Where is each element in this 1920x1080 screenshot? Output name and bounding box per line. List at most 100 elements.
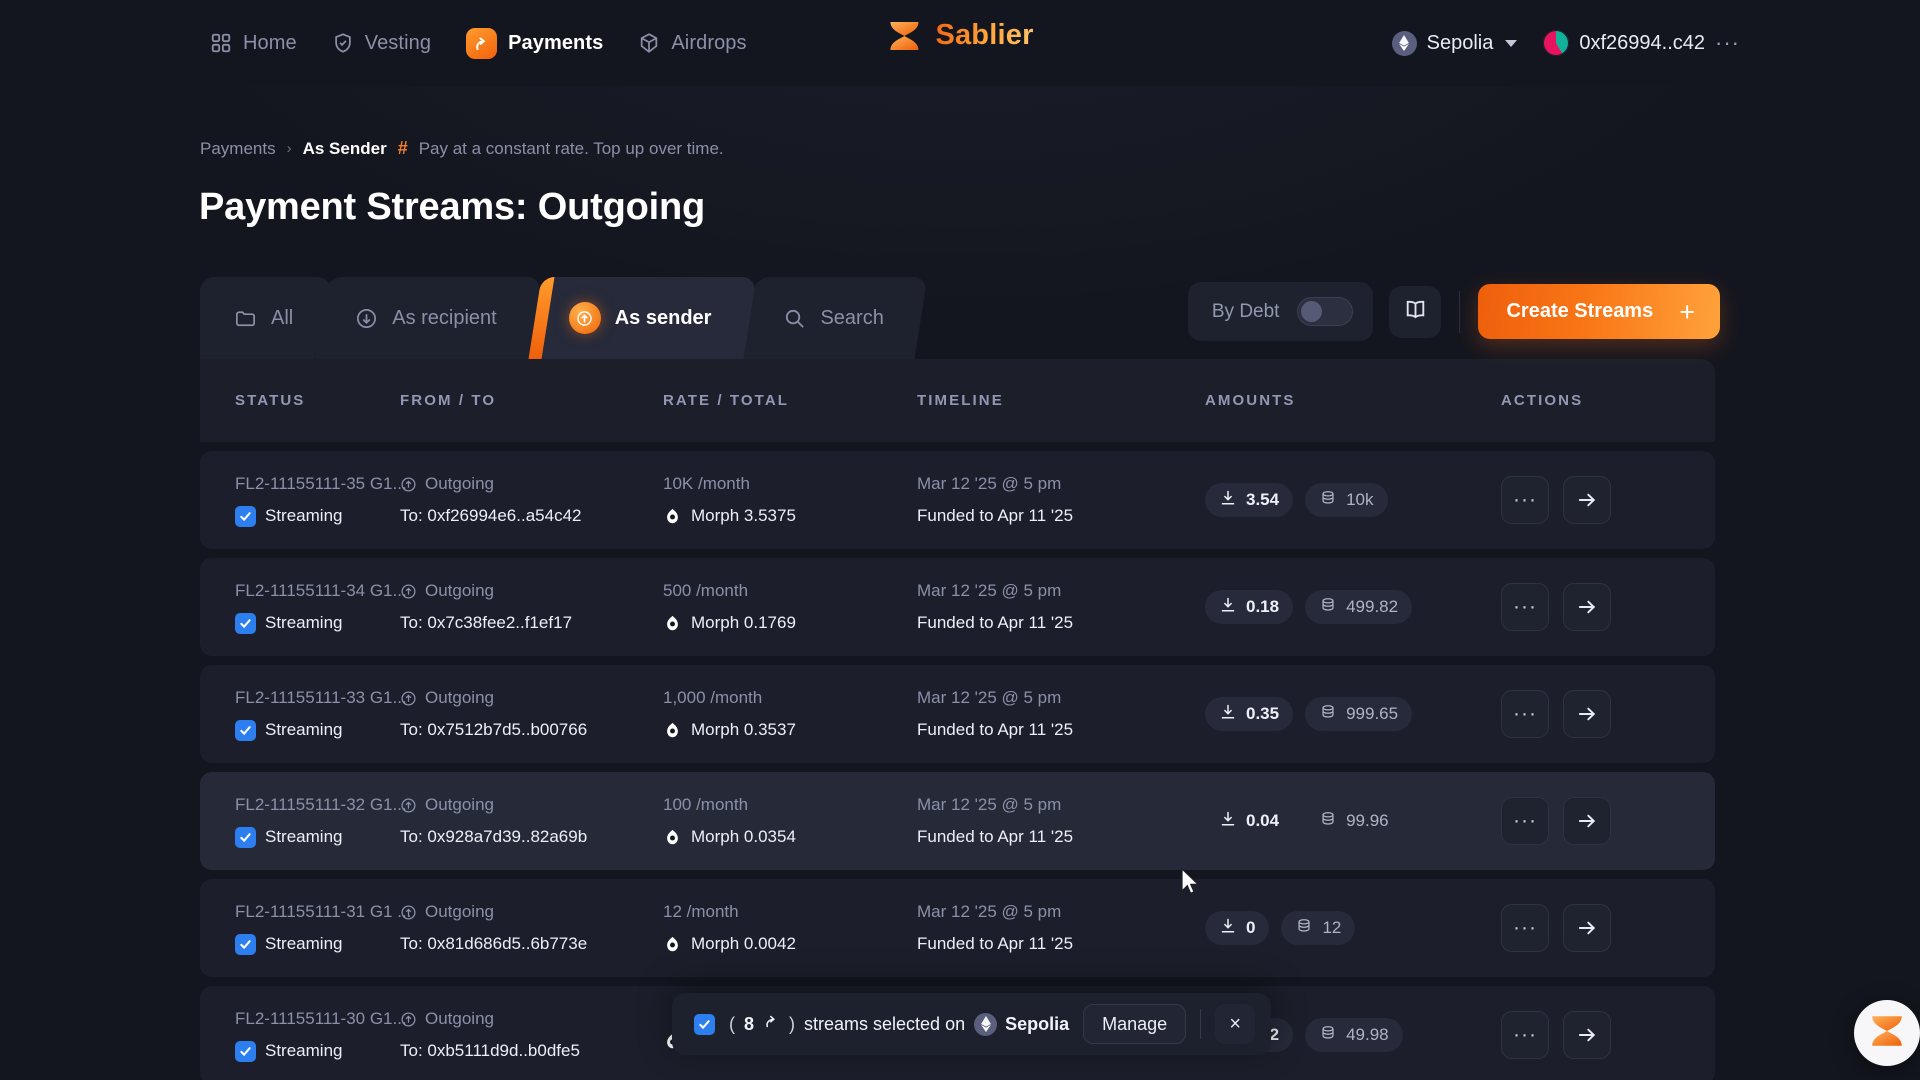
ethereum-icon: [1391, 30, 1417, 56]
table-row[interactable]: FL2-11155111-32 G1... Streaming Outgoing…: [200, 772, 1715, 870]
row-checkbox[interactable]: [235, 826, 256, 848]
arrow-curve-icon: [763, 1013, 780, 1035]
nav-item-payments[interactable]: Payments: [452, 19, 617, 68]
column-header-rate-total: RATE / TOTAL: [663, 392, 790, 409]
row-more-button[interactable]: ···: [1501, 476, 1549, 524]
row-open-button[interactable]: [1563, 476, 1611, 524]
stream-id: FL2-11155111-35 G1...: [235, 473, 407, 493]
table-row[interactable]: FL2-11155111-31 G1 ... Streaming Outgoin…: [200, 879, 1715, 977]
close-icon[interactable]: ×: [1215, 1004, 1256, 1044]
breadcrumb-parent[interactable]: Payments: [200, 138, 276, 158]
stream-recipient: To: 0x81d686d5..6b773e: [400, 934, 588, 953]
stream-direction: Outgoing: [400, 902, 663, 922]
cell-status: FL2-11155111-30 G1... Streaming: [200, 1009, 407, 1062]
deposited-amount-pill: 499.82: [1305, 590, 1413, 624]
stream-start: Mar 12 '25 @ 5 pm: [917, 474, 1062, 493]
create-streams-button[interactable]: Create Streams +: [1478, 284, 1720, 339]
row-open-button[interactable]: [1563, 583, 1611, 631]
wallet-address: 0xf26994..c42: [1579, 31, 1706, 54]
toast-checkbox[interactable]: [694, 1013, 715, 1035]
tab-as-recipient[interactable]: As recipient: [314, 277, 542, 359]
chain-selector[interactable]: Sepolia: [1391, 30, 1518, 56]
deposited-value: 999.65: [1346, 704, 1399, 723]
wallet-chip[interactable]: 0xf26994..c42 ···: [1543, 30, 1740, 56]
tab-all[interactable]: All: [200, 277, 332, 359]
cell-timeline: Mar 12 '25 @ 5 pm Funded to Apr 11 '25: [917, 795, 1205, 847]
cell-from-to: Outgoing To: 0xb5111d9d..b0dfe5: [400, 1009, 663, 1061]
row-more-button[interactable]: ···: [1501, 904, 1549, 952]
row-open-button[interactable]: [1563, 690, 1611, 738]
cell-status: FL2-11155111-31 G1 ... Streaming: [200, 902, 411, 955]
stream-id: FL2-11155111-33 G1...: [235, 687, 407, 707]
tab-search[interactable]: Search: [742, 277, 929, 359]
tab-label-as-sender: As sender: [614, 306, 712, 329]
stream-rate: 500 /month: [663, 581, 749, 600]
toast-open-paren: (: [729, 1013, 735, 1034]
column-header-from-to: FROM / TO: [400, 392, 497, 409]
nav-item-airdrops[interactable]: Airdrops: [624, 23, 760, 64]
by-debt-switch[interactable]: [1297, 297, 1354, 326]
docs-button[interactable]: [1389, 285, 1442, 338]
stream-rate: 100 /month: [663, 795, 749, 814]
cell-amounts: 0.35 999.65: [1205, 697, 1501, 731]
stream-total: Morph 0.0354: [663, 827, 917, 847]
plus-icon: +: [1679, 296, 1695, 327]
cell-actions: ···: [1501, 690, 1676, 738]
stream-rate: 10K /month: [663, 474, 750, 493]
streams-table: STATUS FROM / TO RATE / TOTAL TIMELINE A…: [200, 359, 1715, 1080]
withdrawn-value: 0: [1246, 918, 1256, 937]
row-open-button[interactable]: [1563, 904, 1611, 952]
table-row[interactable]: FL2-11155111-35 G1... Streaming Outgoing…: [200, 451, 1715, 549]
account-controls: Sepolia 0xf26994..c42 ···: [1391, 0, 1740, 86]
chain-name: Sepolia: [1426, 31, 1494, 54]
row-checkbox[interactable]: [235, 719, 256, 741]
stream-id: FL2-11155111-34 G1...: [235, 580, 407, 600]
table-row[interactable]: FL2-11155111-34 G1... Streaming Outgoing…: [200, 558, 1715, 656]
row-open-button[interactable]: [1563, 1011, 1611, 1059]
stream-start: Mar 12 '25 @ 5 pm: [917, 795, 1062, 814]
table-row[interactable]: FL2-11155111-30 G1... Streaming Outgoing…: [200, 986, 1715, 1080]
nav-label-home: Home: [243, 31, 297, 54]
by-debt-label: By Debt: [1211, 300, 1280, 322]
row-open-button[interactable]: [1563, 797, 1611, 845]
wallet-overflow-icon[interactable]: ···: [1715, 30, 1740, 55]
cell-amounts: 0 12: [1205, 911, 1501, 945]
table-body: FL2-11155111-35 G1... Streaming Outgoing…: [200, 451, 1715, 1080]
row-more-button[interactable]: ···: [1501, 1011, 1549, 1059]
tab-as-sender[interactable]: As sender: [528, 277, 756, 359]
nav-item-vesting[interactable]: Vesting: [318, 23, 445, 64]
stream-start: Mar 12 '25 @ 5 pm: [917, 902, 1062, 921]
nav-item-home[interactable]: Home: [196, 23, 311, 64]
deposited-amount-pill: 10k: [1305, 483, 1388, 517]
stream-start: Mar 12 '25 @ 5 pm: [917, 688, 1062, 707]
sablier-hourglass-icon: [886, 21, 922, 51]
manage-button[interactable]: Manage: [1083, 1004, 1187, 1044]
row-more-button[interactable]: ···: [1501, 797, 1549, 845]
breadcrumb-separator-icon: ›: [286, 140, 292, 157]
by-debt-toggle[interactable]: By Debt: [1187, 282, 1374, 341]
row-checkbox[interactable]: [235, 1040, 256, 1062]
sablier-hourglass-icon: [1868, 1015, 1906, 1052]
coins-icon: [1319, 596, 1337, 619]
stream-funded: Funded to Apr 11 '25: [917, 720, 1074, 739]
cell-actions: ···: [1501, 1011, 1676, 1059]
row-checkbox[interactable]: [235, 505, 256, 527]
stream-recipient: To: 0x7c38fee2..f1ef17: [400, 613, 573, 632]
row-more-button[interactable]: ···: [1501, 583, 1549, 631]
table-row[interactable]: FL2-11155111-33 G1... Streaming Outgoing…: [200, 665, 1715, 763]
morph-token-icon: [663, 721, 682, 740]
cell-rate-total: 10K /month Morph 3.5375: [663, 474, 917, 526]
row-checkbox[interactable]: [235, 612, 256, 634]
status-label: Streaming: [265, 827, 343, 846]
row-checkbox[interactable]: [235, 933, 256, 955]
brand-logo-group[interactable]: Sablier: [886, 19, 1033, 52]
cell-timeline: Mar 12 '25 @ 5 pm Funded to Apr 11 '25: [917, 902, 1205, 954]
row-more-button[interactable]: ···: [1501, 690, 1549, 738]
stream-id: FL2-11155111-32 G1...: [235, 794, 407, 814]
withdrawn-amount-pill: 3.54: [1205, 483, 1294, 517]
sablier-support-widget-button[interactable]: [1854, 1000, 1920, 1066]
cell-actions: ···: [1501, 797, 1676, 845]
coins-icon: [1295, 917, 1313, 940]
deposited-amount-pill: 999.65: [1305, 697, 1413, 731]
